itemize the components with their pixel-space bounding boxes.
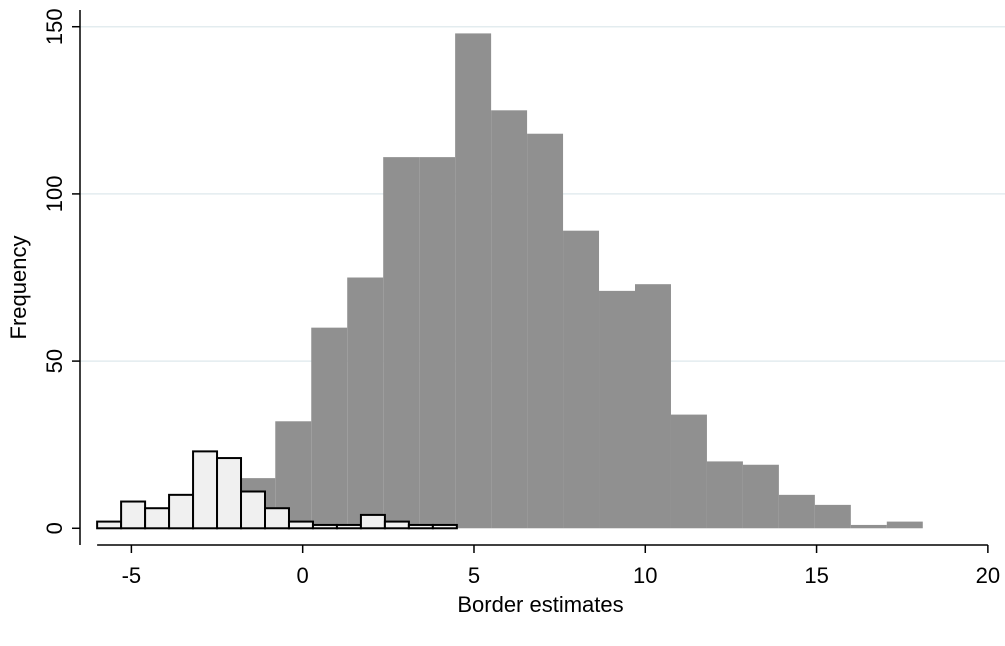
bar-gray-11 bbox=[635, 284, 671, 529]
x-tick-label: -5 bbox=[122, 563, 142, 588]
y-tick-label: 150 bbox=[42, 8, 67, 45]
bar-outlined-9 bbox=[311, 523, 338, 530]
x-tick-label: 10 bbox=[633, 563, 657, 588]
histogram-bars bbox=[96, 33, 923, 530]
bar-gray-6 bbox=[455, 33, 492, 529]
y-tick-label: 0 bbox=[42, 522, 67, 534]
bar-gray-7 bbox=[491, 110, 528, 529]
bar-gray-17 bbox=[850, 524, 887, 529]
axes bbox=[79, 10, 988, 546]
bar-outlined-10 bbox=[335, 523, 362, 530]
bar-outlined-11 bbox=[359, 513, 386, 530]
bar-outlined-6 bbox=[240, 490, 267, 530]
x-tick-label: 0 bbox=[297, 563, 309, 588]
bar-gray-10 bbox=[599, 290, 635, 529]
bar-outlined-4 bbox=[192, 450, 219, 530]
bar-gray-5 bbox=[419, 157, 456, 529]
bar-outlined-2 bbox=[144, 507, 171, 530]
bar-gray-16 bbox=[814, 504, 851, 529]
bar-gray-12 bbox=[670, 414, 707, 529]
x-tick-label: 5 bbox=[468, 563, 480, 588]
bar-outlined-12 bbox=[383, 520, 410, 530]
bar-outlined-14 bbox=[431, 523, 458, 530]
bar-gray-14 bbox=[742, 464, 779, 529]
x-tick-label: 20 bbox=[976, 563, 1000, 588]
bar-outlined-13 bbox=[407, 523, 434, 530]
bar-gray-15 bbox=[778, 494, 815, 529]
bar-gray-13 bbox=[706, 461, 743, 529]
y-tick-label: 50 bbox=[42, 349, 67, 373]
bar-gray-3 bbox=[347, 277, 384, 529]
bar-gray-8 bbox=[527, 133, 564, 529]
tick-marks: -5 0 5 10 15 20 0 50 100 150 bbox=[42, 8, 1000, 588]
bar-gray-9 bbox=[563, 230, 600, 529]
y-axis-title: Frequency bbox=[6, 236, 31, 340]
bar-gray-18 bbox=[886, 521, 923, 529]
bar-gray-2 bbox=[311, 327, 348, 529]
bar-outlined-1 bbox=[120, 500, 147, 530]
x-axis-title: Border estimates bbox=[457, 592, 623, 617]
x-tick-label: 15 bbox=[804, 563, 828, 588]
bar-gray-4 bbox=[383, 157, 420, 529]
bar-outlined-0 bbox=[96, 520, 123, 530]
bar-outlined-5 bbox=[216, 457, 243, 530]
bar-outlined-7 bbox=[264, 507, 290, 530]
y-tick-label: 100 bbox=[42, 176, 67, 213]
bar-outlined-3 bbox=[168, 493, 195, 530]
bar-outlined-8 bbox=[287, 520, 314, 530]
